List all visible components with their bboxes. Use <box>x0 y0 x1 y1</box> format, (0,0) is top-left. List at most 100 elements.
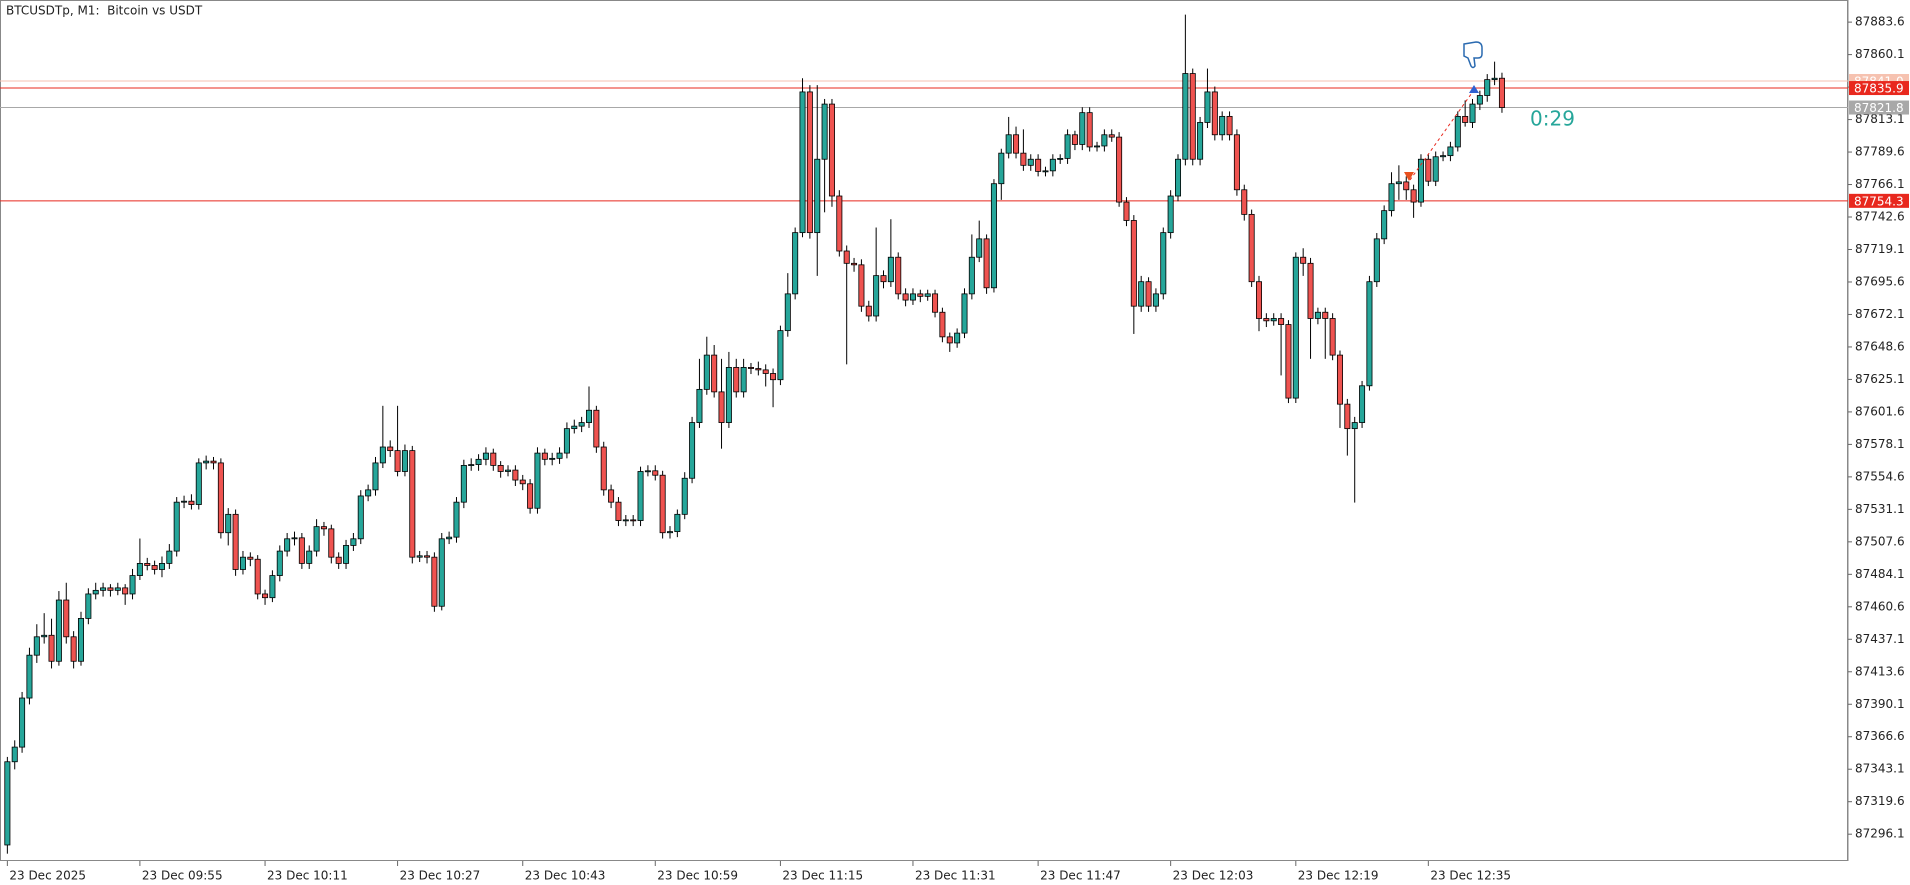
candle-body <box>343 545 350 564</box>
candle-body <box>291 537 298 540</box>
candle-body <box>1049 158 1056 172</box>
candle-body <box>350 538 357 546</box>
candle-body <box>1130 220 1137 307</box>
candle-body <box>1138 281 1145 307</box>
x-tick-label: 23 Dec 2025 <box>9 869 86 883</box>
candle-body <box>571 425 578 430</box>
sell-arrow <box>1404 172 1414 181</box>
candle-body <box>689 422 696 479</box>
candle-body <box>814 158 821 234</box>
candle-body <box>1233 134 1240 191</box>
price-level-box <box>1849 100 1909 115</box>
candle-body <box>843 250 850 264</box>
candle-body <box>703 354 710 390</box>
y-tick-label: 87695.6 <box>1855 274 1905 288</box>
candle-body <box>41 634 48 638</box>
candle-body <box>453 501 460 538</box>
candle-body <box>1322 311 1329 319</box>
candle-body <box>1440 155 1447 158</box>
candle-body <box>55 599 62 662</box>
candle-body <box>836 195 843 252</box>
candle-body <box>276 550 283 576</box>
y-tick-label: 87413.6 <box>1855 664 1905 678</box>
candle-body <box>1285 324 1292 399</box>
candle-body <box>828 103 835 197</box>
x-tick-label: 23 Dec 12:35 <box>1430 869 1511 883</box>
candle-body <box>379 446 386 464</box>
candle-body <box>63 599 70 638</box>
candle-body <box>887 256 894 283</box>
candle-body <box>747 367 754 369</box>
candle-body <box>799 91 806 234</box>
candle-body <box>770 373 777 381</box>
candle-body <box>932 293 939 313</box>
candle-body <box>365 489 372 497</box>
candle-body <box>92 589 99 595</box>
candle-body <box>659 474 666 534</box>
candle-body <box>674 513 681 533</box>
candle-body <box>968 256 975 295</box>
candle-body <box>460 465 467 503</box>
candle-body <box>85 593 92 619</box>
candle-body <box>593 409 600 448</box>
candle-body <box>33 636 40 656</box>
candle-body <box>335 556 342 564</box>
candle-body <box>1462 115 1469 123</box>
candle-body <box>394 450 401 472</box>
y-tick-label: 87343.1 <box>1855 762 1905 776</box>
candle-body <box>468 464 475 466</box>
candle-body <box>122 587 129 595</box>
candle-body <box>1182 73 1189 160</box>
candle-body <box>1226 115 1233 136</box>
candle-body <box>666 531 673 534</box>
candle-body <box>328 528 335 558</box>
candle-body <box>1160 232 1167 295</box>
candle-body <box>1476 95 1483 105</box>
candle-body <box>1152 293 1159 307</box>
candle-body <box>424 555 431 558</box>
candle-body <box>1027 158 1034 166</box>
candle-body <box>1432 156 1439 182</box>
y-tick-label: 87719.1 <box>1855 242 1905 256</box>
candle-body <box>225 513 232 534</box>
candle-body <box>1329 318 1336 356</box>
candle-body <box>1094 145 1101 148</box>
x-tick-label: 23 Dec 10:11 <box>267 869 348 883</box>
candle-body <box>1175 158 1182 197</box>
candle-body <box>217 462 224 534</box>
x-tick-label: 23 Dec 12:19 <box>1298 869 1379 883</box>
x-tick-label: 23 Dec 11:47 <box>1040 869 1121 883</box>
candle-body <box>372 462 379 491</box>
candle-body <box>247 556 254 560</box>
candle-body <box>239 556 246 570</box>
candle-body <box>1167 195 1174 234</box>
candle-body <box>1417 158 1424 203</box>
candle-body <box>1020 152 1027 166</box>
candle-body <box>166 550 173 564</box>
candle-body <box>755 368 762 371</box>
candle-body <box>1484 79 1491 96</box>
candle-body <box>865 305 872 317</box>
candle-body <box>681 477 688 515</box>
candle-body <box>939 311 946 338</box>
candle-body <box>1108 134 1115 138</box>
candle-body <box>401 450 408 472</box>
price-level-label: 87821.8 <box>1854 101 1904 115</box>
y-tick-label: 87789.6 <box>1855 145 1905 159</box>
candle-body <box>622 519 629 522</box>
price-level-label: 87835.9 <box>1854 82 1904 96</box>
x-tick-label: 23 Dec 10:27 <box>400 869 481 883</box>
candle-body <box>262 593 269 599</box>
candle-body <box>1057 158 1064 160</box>
candle-body <box>416 555 423 558</box>
price-level-label: 87754.3 <box>1854 194 1904 208</box>
candle-body <box>777 330 784 381</box>
candle-body <box>482 452 489 460</box>
candle-body <box>851 262 858 266</box>
candle-body <box>725 367 732 423</box>
candle-body <box>1005 134 1012 154</box>
y-tick-label: 87484.1 <box>1855 567 1905 581</box>
candle-body <box>136 563 143 576</box>
y-tick-label: 87883.6 <box>1855 15 1905 29</box>
plot-frame <box>0 0 1848 861</box>
